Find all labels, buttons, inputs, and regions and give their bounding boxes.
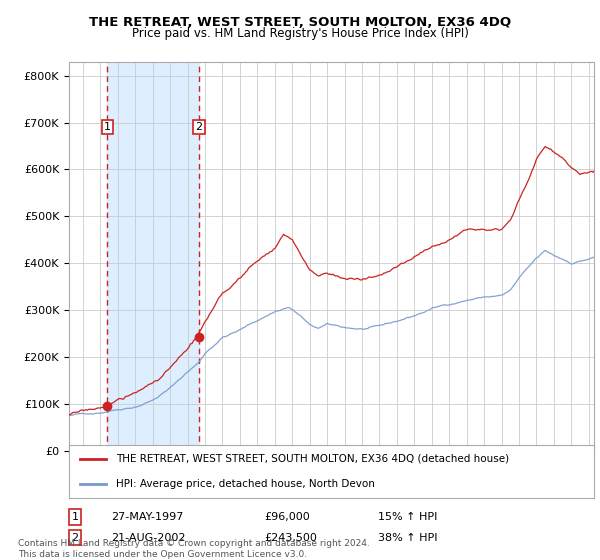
Text: 1: 1 — [104, 122, 111, 132]
Text: 21-AUG-2002: 21-AUG-2002 — [111, 533, 185, 543]
Text: Contains HM Land Registry data © Crown copyright and database right 2024.
This d: Contains HM Land Registry data © Crown c… — [18, 539, 370, 559]
Bar — [107, 62, 199, 451]
Text: 27-MAY-1997: 27-MAY-1997 — [111, 512, 184, 522]
Text: THE RETREAT, WEST STREET, SOUTH MOLTON, EX36 4DQ: THE RETREAT, WEST STREET, SOUTH MOLTON, … — [89, 16, 511, 29]
Text: 2: 2 — [196, 122, 203, 132]
Text: 2: 2 — [71, 533, 79, 543]
Text: 38% ↑ HPI: 38% ↑ HPI — [378, 533, 437, 543]
Text: £243,500: £243,500 — [264, 533, 317, 543]
Text: THE RETREAT, WEST STREET, SOUTH MOLTON, EX36 4DQ (detached house): THE RETREAT, WEST STREET, SOUTH MOLTON, … — [116, 454, 509, 464]
Text: HPI: Average price, detached house, North Devon: HPI: Average price, detached house, Nort… — [116, 478, 375, 488]
Text: £96,000: £96,000 — [264, 512, 310, 522]
Text: 1: 1 — [71, 512, 79, 522]
Text: Price paid vs. HM Land Registry's House Price Index (HPI): Price paid vs. HM Land Registry's House … — [131, 27, 469, 40]
Text: 15% ↑ HPI: 15% ↑ HPI — [378, 512, 437, 522]
